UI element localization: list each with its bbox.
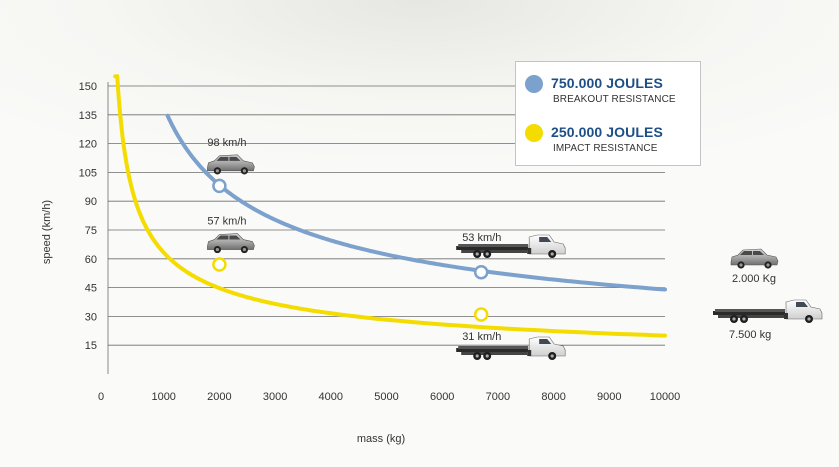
series-line-impact [113,74,667,338]
suv-icon [730,248,779,270]
legend: 750.000 JOULES BREAKOUT RESISTANCE 250.0… [515,61,701,166]
y-tick-label: 15 [85,340,97,352]
grid [108,85,665,346]
speed-label: 98 km/h [207,137,246,149]
legend-marker-yellow [525,124,543,142]
legend-subtitle-impact: IMPACT RESISTANCE [553,143,658,154]
y-tick-label: 90 [85,196,97,208]
x-tick-label: 0 [98,391,104,403]
y-tick-label: 45 [85,283,97,295]
y-tick-label: 105 [79,167,97,179]
x-tick-label: 7000 [486,391,510,403]
side-legend-label: 2.000 Kg [732,273,776,285]
x-tick-label: 6000 [430,391,454,403]
series-line-breakout [165,113,667,292]
legend-title-impact: 250.000 JOULES [551,124,663,140]
plot-area [113,74,667,338]
speed-label: 53 km/h [462,232,501,244]
legend-marker-blue [525,75,543,93]
speed-label: 31 km/h [462,331,501,343]
y-axis-title: speed (km/h) [41,200,53,264]
truck-icon [712,299,823,324]
suv-icon [206,233,255,254]
speed-label: 57 km/h [207,216,246,228]
data-point [212,178,227,194]
legend-title-breakout: 750.000 JOULES [551,75,663,91]
x-axis-title: mass (kg) [357,433,405,445]
y-tick-label: 75 [85,225,97,237]
y-tick-label: 120 [79,139,97,151]
legend-subtitle-breakout: BREAKOUT RESISTANCE [553,94,676,105]
x-tick-label: 8000 [541,391,565,403]
side-legend: 2.000 Kg 7.500 kg [712,248,823,341]
x-tick-label: 2000 [207,391,231,403]
data-point [473,307,489,322]
side-legend-label: 7.500 kg [729,329,771,341]
x-tick-label: 4000 [319,391,343,403]
markers: 98 km/h 53 km/h 57 km/h 31 km/h [206,137,566,361]
suv-icon [206,154,255,175]
data-point [473,264,489,280]
x-tick-label: 5000 [374,391,398,403]
y-tick-label: 60 [85,254,97,266]
x-tick-label: 1000 [151,391,175,403]
x-tick-label: 9000 [597,391,621,403]
x-tick-label: 3000 [263,391,287,403]
y-tick-label: 135 [79,110,97,122]
x-tick-label: 10000 [650,391,681,403]
data-point [212,257,227,272]
y-tick-label: 30 [85,311,97,323]
y-tick-label: 150 [79,81,97,93]
